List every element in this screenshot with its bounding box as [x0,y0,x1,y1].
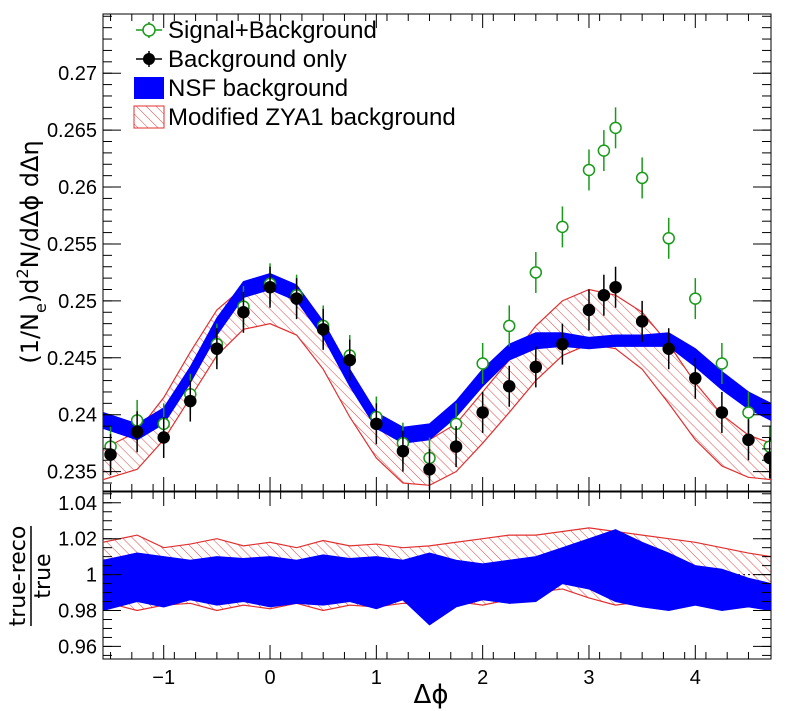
x-tick-label: −1 [152,667,175,689]
legend: Signal+Background Background only NSF ba… [133,17,456,131]
background-only-point [210,342,224,355]
y-tick-label: 0.245 [47,348,97,370]
bottom-bands [103,527,771,626]
y-tick-label: 0.24 [58,405,97,427]
background-only-point [597,288,611,302]
nsf-band [103,273,771,444]
background-only-point [449,440,463,453]
filled-circle-icon [143,53,155,65]
background-only-point [237,306,250,319]
y-tick-label: 0.26 [58,177,97,199]
signal-background-point [635,171,649,185]
background-only-point [635,315,649,328]
signal-background-point [742,406,755,419]
background-only-point [476,406,489,419]
y-tick-label: 0.265 [47,120,97,142]
background-only-point [502,380,516,393]
legend-label-zya1: Modified ZYA1 background [168,104,456,131]
x-axis-title: Δϕ [414,680,449,710]
background-only-point [370,417,383,431]
background-only-point [529,360,543,374]
filled-box-icon [134,77,164,99]
background-only-point [396,444,410,458]
y-tick-label: 0.25 [58,291,97,313]
signal-background-point [502,319,516,333]
ratio-zya1-upper-edge [103,527,771,558]
x-tick-label: 3 [583,667,594,689]
background-only-point [157,431,170,444]
signal-background-point [609,121,622,135]
ratio-denominator: true [31,553,56,598]
background-only-point [582,303,596,317]
legend-entry-background: Background only [136,46,347,73]
top-axes: 0.235 0.24 0.245 0.25 0.255 0.26 0.265 0.27 [47,14,771,491]
legend-label-background: Background only [168,46,347,73]
y-tick-label: 1.04 [58,493,97,515]
background-only-point [742,433,755,447]
ratio-numerator: true-reco [6,526,31,627]
signal-background-point [689,292,702,305]
hatched-box-icon [133,105,165,129]
top-y-axis-title: (1/Ne)d2N/dΔϕ dΔη [13,140,50,363]
background-only-point [130,425,144,439]
zya1-band [103,280,771,486]
legend-entry-nsf: NSF background [134,75,348,102]
top-plot-frame [102,13,772,492]
background-only-point [316,323,330,336]
background-only-point [104,448,117,461]
legend-label-nsf: NSF background [168,75,348,102]
background-only-point [662,342,675,355]
y-tick-label: 0.27 [58,63,97,85]
signal-background-point [556,220,569,234]
background-only-point [290,292,303,305]
open-circle-icon [142,23,156,37]
background-only-point [343,353,357,367]
bottom-axes: −1 0 1 2 3 4 0.96 0.98 1 1.02 1.04 [58,492,771,689]
y-tick-label: 1 [86,565,97,587]
y-tick-label: 0.235 [47,462,97,484]
background-only-point [689,372,702,385]
x-tick-label: 4 [690,667,701,689]
background-only-point [715,406,729,419]
bottom-y-axis-title: true-reco true [6,526,56,627]
signal-background-point [597,144,611,157]
y-tick-label: 0.255 [47,234,97,256]
y-tick-label: 1.02 [58,529,97,551]
background-only-point [609,280,622,294]
signal-background-point [662,232,675,245]
background-only-point [763,451,771,465]
legend-entry-zya1: Modified ZYA1 background [133,104,456,131]
background-only-point [263,280,277,294]
y-tick-label: 0.96 [58,636,97,658]
x-tick-label: 0 [264,667,275,689]
signal-background-point [529,266,543,279]
signal-background-point [476,357,489,370]
y-tick-label: 0.98 [58,601,97,623]
x-tick-label: 1 [371,667,382,689]
x-tick-label: 2 [477,667,488,689]
legend-label-signal: Signal+Background [168,17,377,44]
legend-entry-signal: Signal+Background [136,17,377,44]
background-only-point [556,337,569,351]
ratio-nsf-band [103,529,771,626]
signal-background-point [715,357,729,370]
signal-background-point [582,163,596,177]
background-only-point [184,394,197,408]
background-only-point [423,463,436,476]
